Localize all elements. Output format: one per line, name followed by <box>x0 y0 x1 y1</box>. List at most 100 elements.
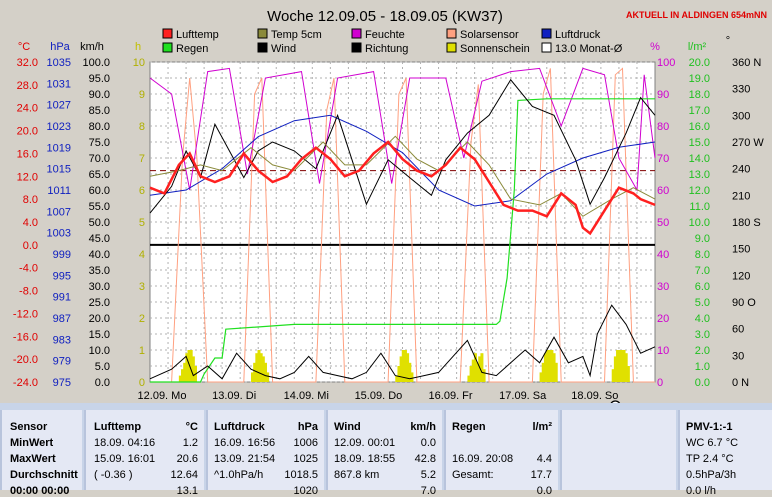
press-tick-label: 1019 <box>47 142 71 154</box>
temp-tick-label: 24.0 <box>17 103 38 115</box>
legend-label: Regen <box>176 43 208 55</box>
sunshine-bar <box>541 362 545 382</box>
wind-tick-label: 100.0 <box>82 57 110 69</box>
temp-tick-label: 4.0 <box>23 217 38 229</box>
temp-tick-label: 8.0 <box>23 194 38 206</box>
wind-tick-label: 30.0 <box>89 281 110 293</box>
rain-tick-label: 2.0 <box>695 345 710 357</box>
regen-period-value: 0.0 <box>536 485 552 497</box>
press-tick-label: 1031 <box>47 78 71 90</box>
sunshine-bar <box>543 353 547 382</box>
sensor-row-period: 00:00 00:00 <box>10 485 70 497</box>
pmv-header: PMV-1:-1 <box>686 421 733 433</box>
sunshine-bar <box>178 375 182 382</box>
sunshine-bar <box>181 369 185 382</box>
legend-swatch <box>541 28 552 39</box>
series-feuchte-line <box>149 67 656 192</box>
rain-tick-label: 1.0 <box>695 361 710 373</box>
sunshine-bar <box>403 350 407 382</box>
hum-axis-header: % <box>650 41 660 53</box>
rain-tick-label: 4.0 <box>695 313 710 325</box>
rain-tick-label: 7.0 <box>695 265 710 277</box>
series-regen-line <box>150 98 655 383</box>
lufttemp-period-value: 13.1 <box>176 485 198 497</box>
wind-tick-label: 40.0 <box>89 249 110 261</box>
rain-tick-label: 12.0 <box>689 185 710 197</box>
dir-tick-label: 270 W <box>732 137 764 149</box>
sunshine-bar <box>482 369 486 382</box>
luftdruck-period-value: 1020 <box>293 485 318 497</box>
lufttemp-avg-value: 12.64 <box>170 469 198 481</box>
hum-tick-label: 90 <box>657 89 669 101</box>
wind-unit: km/h <box>410 421 436 433</box>
day-label: 16.09. Fr <box>429 390 473 402</box>
day-label: 15.09. Do <box>355 390 403 402</box>
day-label: 12.09. Mo <box>138 390 187 402</box>
press-tick-label: 1027 <box>47 100 71 112</box>
dir-axis-header: ° <box>726 35 730 47</box>
luftdruck-max-time: 13.09. 21:54 <box>214 453 276 465</box>
wind-tick-label: 5.0 <box>95 361 110 373</box>
regen-total-value: 17.7 <box>530 469 552 481</box>
legend-swatch <box>351 28 362 39</box>
hum-tick-label: 30 <box>657 281 669 293</box>
sunshine-bar <box>395 375 399 382</box>
temp-tick-label: -8.0 <box>19 286 38 298</box>
day-label: 13.09. Di <box>212 390 256 402</box>
regen-total-label: Gesamt: <box>452 469 494 481</box>
sunshine-bar <box>251 372 254 382</box>
rain-tick-label: 19.0 <box>689 73 710 85</box>
press-tick-label: 987 <box>53 313 71 325</box>
series-luftdruck-line <box>149 114 656 207</box>
hum-tick-label: 50 <box>657 217 669 229</box>
legend-swatch <box>162 42 173 53</box>
sunshine-bar <box>613 356 617 382</box>
sun-tick-label: 10 <box>133 57 145 69</box>
sunshine-bar <box>187 350 191 382</box>
stats-spacer-column <box>560 410 676 490</box>
legend-label: Luftdruck <box>555 29 601 41</box>
sunshine-bar <box>266 372 270 382</box>
day-label: 14.09. Mi <box>284 390 329 402</box>
dir-tick-label: 180 S <box>732 217 761 229</box>
rain-axis-header: l/m² <box>688 41 707 53</box>
luftdruck-unit: hPa <box>297 421 318 433</box>
wind-tick-label: 10.0 <box>89 345 110 357</box>
dir-tick-label: 300 <box>732 110 750 122</box>
sunshine-bar <box>622 350 626 382</box>
stats-lufttemp-column: Lufttemp °C 18.09. 04:16 1.2 15.09. 16:0… <box>84 410 204 497</box>
sunshine-bar <box>259 353 263 382</box>
plot-area <box>149 61 656 383</box>
press-tick-label: 991 <box>53 292 71 304</box>
wind-axis-header: km/h <box>80 41 104 53</box>
sunshine-bar <box>399 356 403 382</box>
rain-tick-label: 5.0 <box>695 297 710 309</box>
rain-tick-label: 18.0 <box>689 89 710 101</box>
sunshine-bar <box>185 353 189 382</box>
sunshine-bar <box>626 366 630 382</box>
temp-tick-label: -16.0 <box>13 331 38 343</box>
temp-tick-label: -24.0 <box>13 377 38 389</box>
sunshine-bar <box>263 362 267 382</box>
sunshine-bar <box>253 362 257 382</box>
sunshine-bar <box>471 359 475 382</box>
legend-label: Temp 5cm <box>271 29 322 41</box>
temp-tick-label: 32.0 <box>17 57 38 69</box>
axis-ticks: 32.028.024.020.016.012.08.04.00.0-4.0-8.… <box>13 57 764 403</box>
press-tick-label: 1011 <box>47 185 71 197</box>
hum-tick-label: 10 <box>657 345 669 357</box>
pmv-pressure-trend: 0.5hPa/3h <box>686 469 737 481</box>
sunshine-bar <box>550 350 554 382</box>
dir-tick-label: 0 N <box>732 377 749 389</box>
legend-swatch <box>257 42 268 53</box>
stats-luftdruck-column: Luftdruck hPa 16.09. 16:56 1006 13.09. 2… <box>206 410 324 497</box>
legend-swatch <box>162 28 173 39</box>
temp-tick-label: 12.0 <box>17 171 38 183</box>
sunshine-bar <box>257 350 261 382</box>
pmv-windchill: WC 6.7 °C <box>686 437 739 449</box>
rain-tick-label: 6.0 <box>695 281 710 293</box>
lufttemp-min-value: 1.2 <box>182 437 198 449</box>
sunshine-bar <box>620 350 624 382</box>
legend-swatch <box>257 28 268 39</box>
wind-avg-value: 5.2 <box>420 469 436 481</box>
